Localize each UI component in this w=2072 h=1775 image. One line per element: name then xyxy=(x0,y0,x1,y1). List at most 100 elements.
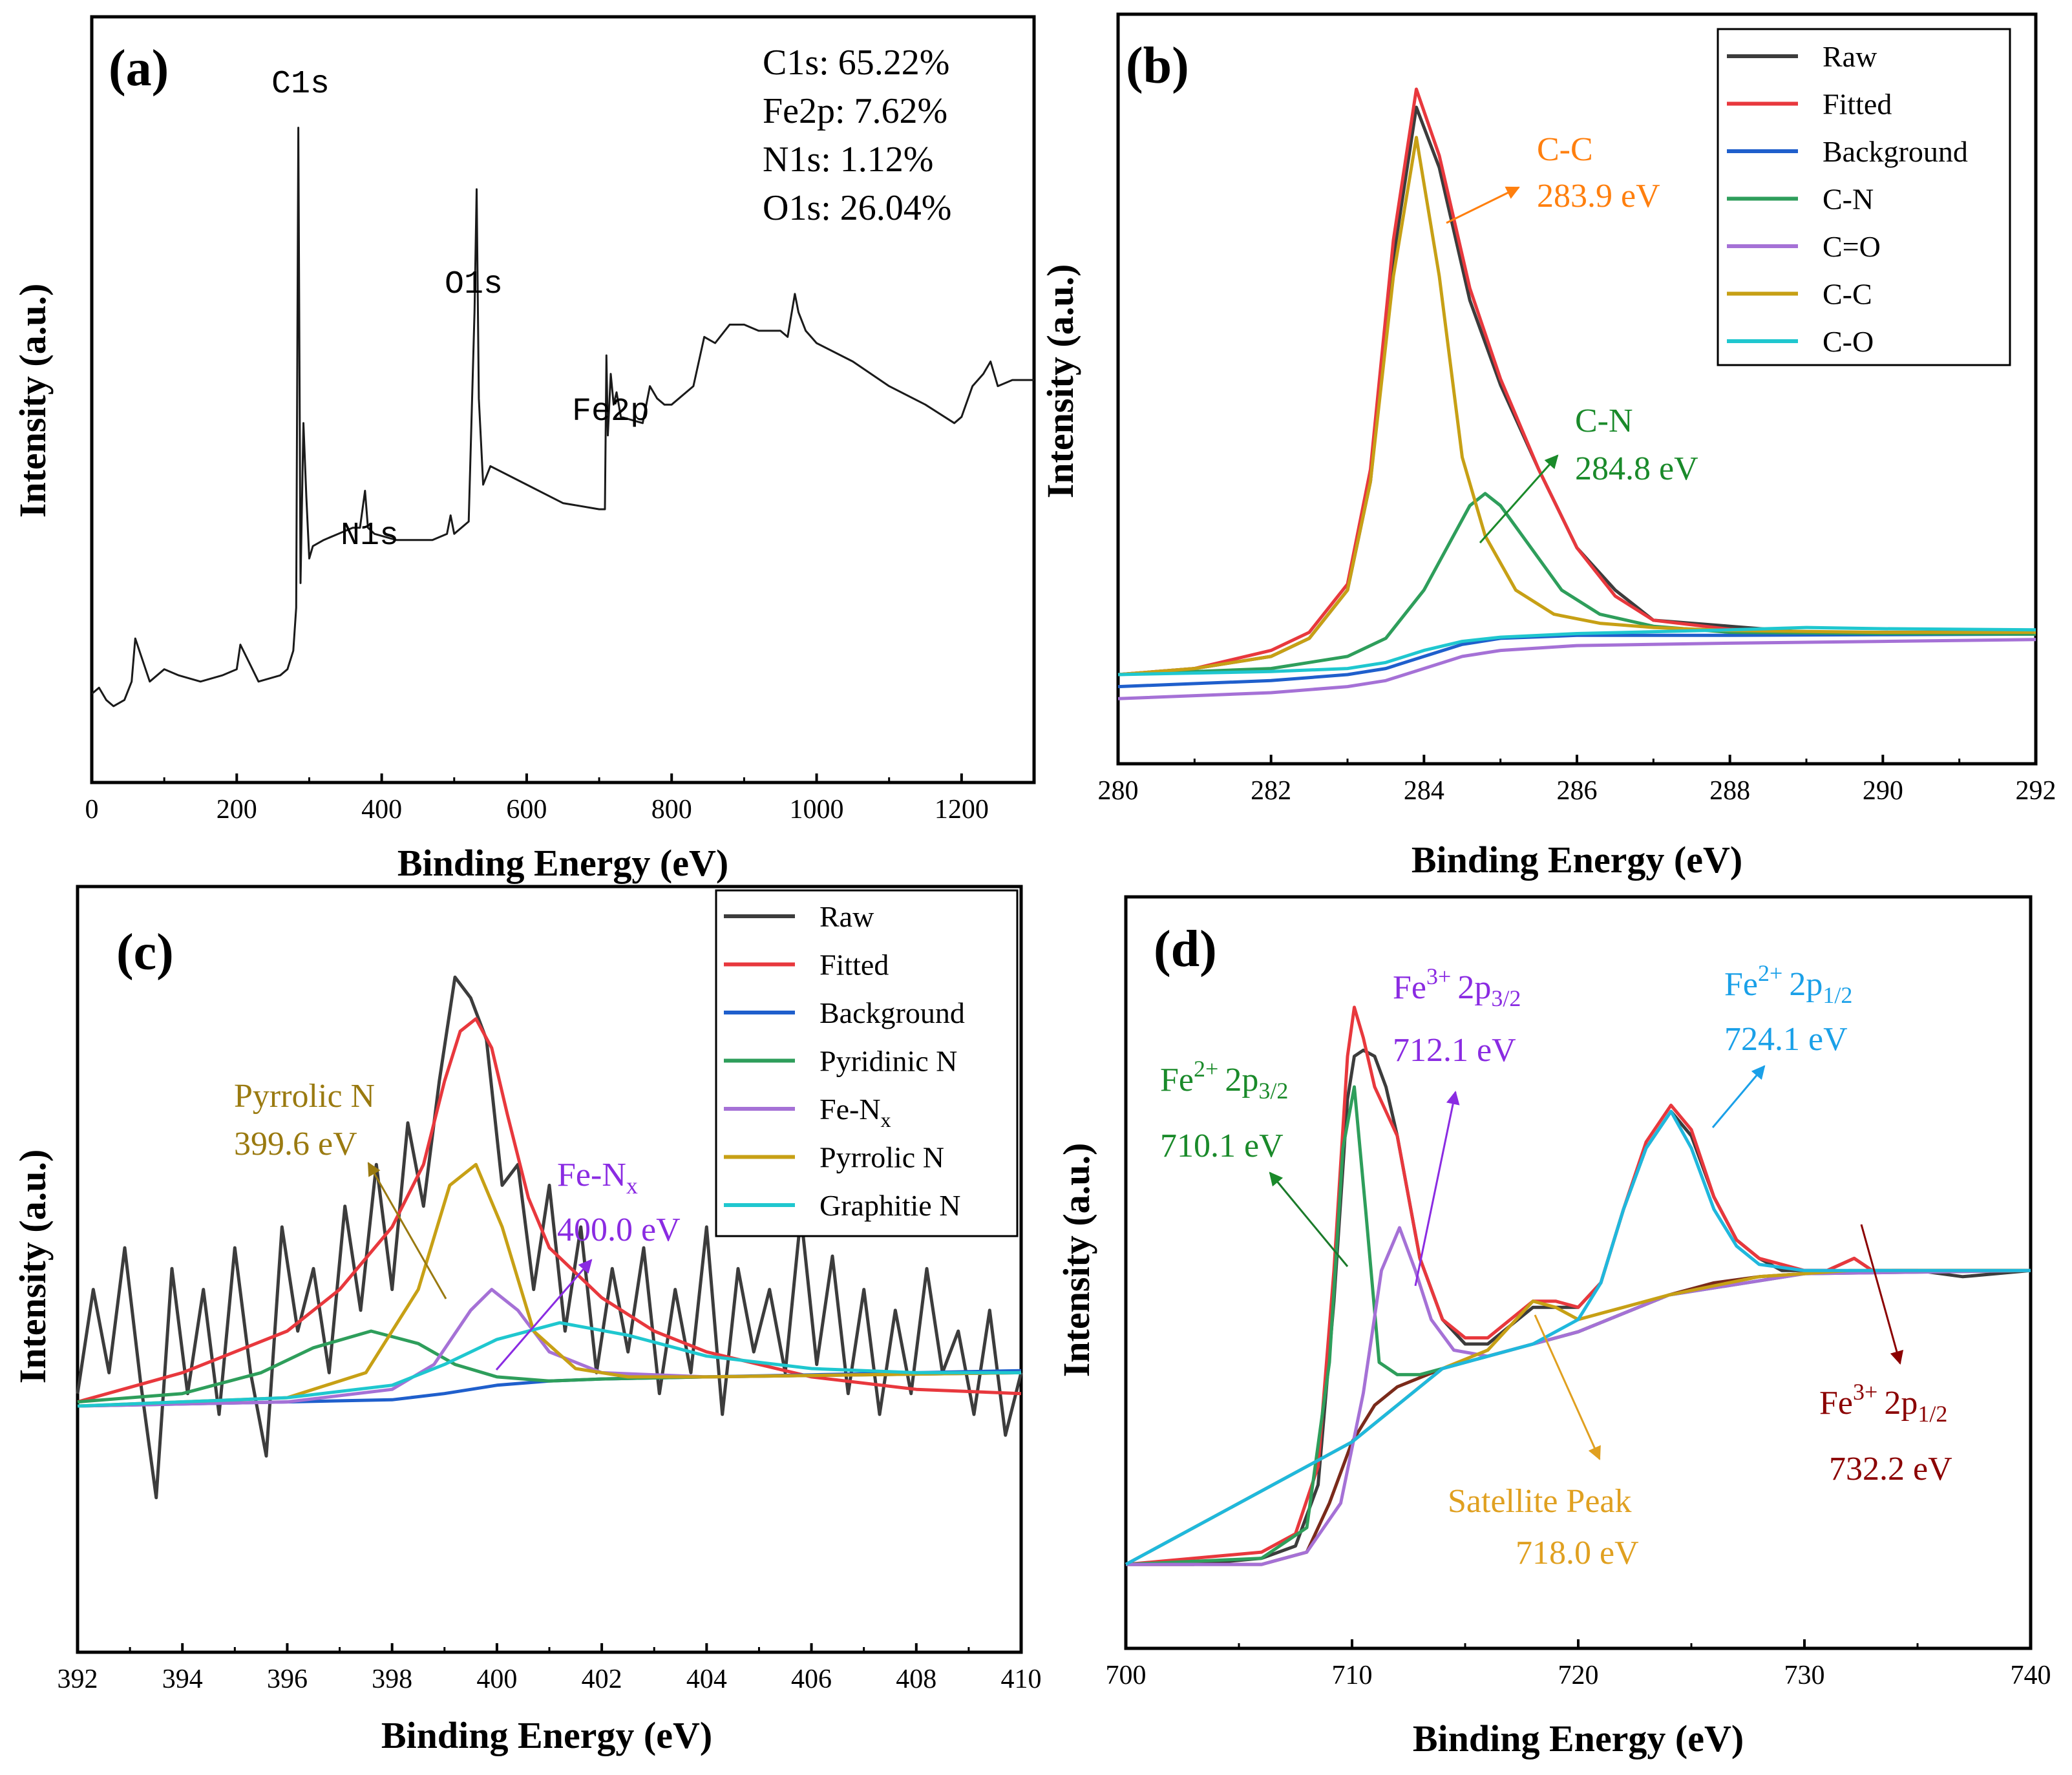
panel-a-letter: (a) xyxy=(109,40,169,97)
panel-b-series xyxy=(1117,87,2036,700)
x-tick-label: 398 xyxy=(372,1665,412,1694)
legend-label: C-N xyxy=(1823,183,1874,216)
panel-b-letter: (b) xyxy=(1126,37,1189,94)
composition-fe2p: Fe2p: 7.62% xyxy=(763,91,947,131)
ann-d-fe3-2p12-charge: 3+ xyxy=(1853,1379,1877,1405)
legend-label: Raw xyxy=(1823,40,1877,73)
ann-d-fe2-2p32-charge: 2+ xyxy=(1194,1056,1218,1082)
panel-a-ylabel: Intensity (a.u.) xyxy=(12,284,54,518)
ann-c-fenx-value: 400.0 eV xyxy=(557,1212,681,1248)
panel-a-x-ticks: 0 200 400 600 800 1000 1200 xyxy=(85,773,989,824)
ann-d-fe2-2p12-ion: Fe xyxy=(1724,966,1758,1003)
x-tick-label: 200 xyxy=(217,795,257,824)
x-tick-label: 700 xyxy=(1106,1661,1147,1690)
ann-d-satellite-value: 718.0 eV xyxy=(1516,1535,1639,1571)
ann-d-fe3-2p32-ion: Fe xyxy=(1393,969,1426,1006)
ann-d-fe2-2p32-value: 710.1 eV xyxy=(1160,1128,1284,1164)
ann-c-pyrrolic-label: Pyrrolic N xyxy=(234,1078,375,1115)
arrow-fenx xyxy=(495,1259,593,1371)
panel-c-xlabel: Binding Energy (eV) xyxy=(381,1714,712,1756)
series-line-c-n xyxy=(1117,492,2036,677)
legend-label-sub: x xyxy=(881,1108,891,1131)
ann-d-fe3-2p32-orbital: 2p xyxy=(1457,969,1491,1006)
legend-label: Fitted xyxy=(819,949,889,982)
ann-d-fe3-2p32-value: 712.1 eV xyxy=(1393,1032,1516,1069)
series-line-fe3-2p3-2 xyxy=(1126,1226,2031,1566)
series-line-fe-nx xyxy=(77,1288,1022,1408)
panel-d-letter: (d) xyxy=(1154,921,1217,978)
ann-d-fe3-2p12-ion: Fe xyxy=(1819,1385,1853,1422)
panel-b-legend-entries: Raw Fitted Background C-N C=O C-C C-O xyxy=(1727,40,1968,358)
x-tick-label: 404 xyxy=(686,1665,727,1694)
arrow-c-n xyxy=(1479,454,1559,543)
series-line-fitted xyxy=(77,1017,1022,1404)
ann-d-fe2-2p12-label: Fe2+ 2p1/2 xyxy=(1724,960,1852,1008)
legend-label: Background xyxy=(1823,135,1968,168)
x-tick-label: 710 xyxy=(1332,1661,1373,1690)
x-tick-label: 1000 xyxy=(790,795,844,824)
panel-c-legend xyxy=(715,889,1019,1237)
panel-c-ylabel: Intensity (a.u.) xyxy=(12,1150,54,1384)
panel-d-xlabel: Binding Energy (eV) xyxy=(1413,1717,1744,1759)
panel-b-ylabel: Intensity (a.u.) xyxy=(1039,264,1081,499)
x-tick-label: 288 xyxy=(1709,776,1750,806)
ann-d-fe3-2p12-orbital: 2p xyxy=(1884,1385,1918,1422)
composition-o1s: O1s: 26.04% xyxy=(763,188,951,228)
series-line-raw xyxy=(76,975,1023,1500)
ann-b-cn-label: C-N xyxy=(1575,403,1633,439)
legend-label: C-O xyxy=(1823,325,1874,358)
x-tick-label: 290 xyxy=(1863,776,1903,806)
x-tick-label: 600 xyxy=(506,795,547,824)
panel-c-series xyxy=(76,975,1023,1500)
x-tick-label: 1200 xyxy=(935,795,989,824)
x-tick-label: 396 xyxy=(267,1665,308,1694)
peak-label-o1s: O1s xyxy=(445,266,503,303)
series-line-fe2-2p1-2 xyxy=(1125,1109,2031,1566)
ann-d-fe2-2p32-ion: Fe xyxy=(1160,1062,1194,1098)
x-tick-label: 392 xyxy=(58,1665,98,1694)
ann-d-fe2-2p32-sub: 3/2 xyxy=(1258,1078,1288,1104)
ann-d-fe2-2p12-sub: 1/2 xyxy=(1823,982,1852,1008)
legend-label: Fe-Nx xyxy=(819,1093,891,1131)
panel-c-x-ticks: 392 394 396 398 400 402 404 406 408 410 xyxy=(58,1643,1042,1694)
panel-d: 700 710 720 730 740 (d) Binding Energy (eV) … xyxy=(1055,895,2051,1759)
x-tick-label: 406 xyxy=(791,1665,832,1694)
panel-a-series xyxy=(91,127,1034,708)
ann-d-fe2-2p32-orbital: 2p xyxy=(1225,1062,1258,1098)
arrow-pyrrolic xyxy=(367,1162,447,1299)
ann-d-fe2-2p32-label: Fe2+ 2p3/2 xyxy=(1160,1056,1288,1104)
arrow-fe2-2p32 xyxy=(1269,1171,1349,1267)
panel-a-frame xyxy=(90,15,1036,784)
series-line-c-o xyxy=(1117,638,2036,700)
arrow-fe3-2p12 xyxy=(1860,1224,1904,1365)
legend-label: C=O xyxy=(1823,230,1881,263)
ann-b-cc-label: C-C xyxy=(1537,131,1593,168)
x-tick-label: 740 xyxy=(2011,1661,2051,1690)
legend-label: Raw xyxy=(819,900,874,933)
panel-c-letter: (c) xyxy=(116,924,174,981)
x-tick-label: 402 xyxy=(582,1665,622,1694)
arrow-fe3-2p32 xyxy=(1414,1090,1460,1287)
arrow-fe2-2p12 xyxy=(1711,1065,1766,1128)
ann-d-fe3-2p12-value: 732.2 eV xyxy=(1829,1451,1952,1487)
panel-b-xlabel: Binding Energy (eV) xyxy=(1411,839,1742,881)
legend-label: C-C xyxy=(1823,278,1872,311)
legend-label: Pyridinic N xyxy=(819,1045,957,1078)
series-line-c-c xyxy=(1117,136,2036,677)
ann-c-fenx-sub: x xyxy=(626,1173,638,1199)
panel-b: 280 282 284 286 288 290 292 (b) Binding Energy… xyxy=(1039,12,2056,881)
ann-d-fe3-2p32-charge: 3+ xyxy=(1426,963,1451,989)
arrow-c-c xyxy=(1446,186,1520,224)
peak-label-c1s: C1s xyxy=(271,66,330,103)
panel-d-ylabel: Intensity (a.u.) xyxy=(1055,1143,1097,1378)
panel-a-xlabel: Binding Energy (eV) xyxy=(397,842,728,884)
legend-label: Graphitie N xyxy=(819,1189,960,1222)
ann-d-fe3-2p12-sub: 1/2 xyxy=(1918,1401,1947,1427)
x-tick-label: 400 xyxy=(361,795,402,824)
x-tick-label: 286 xyxy=(1557,776,1598,806)
composition-n1s: N1s: 1.12% xyxy=(763,140,933,180)
ann-c-pyrrolic-value: 399.6 eV xyxy=(234,1126,357,1162)
x-tick-label: 0 xyxy=(85,795,99,824)
series-line-pyrrolic-n xyxy=(77,1162,1022,1408)
